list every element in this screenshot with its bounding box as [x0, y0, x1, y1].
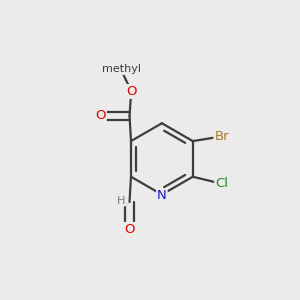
Text: O: O [124, 223, 135, 236]
Text: Br: Br [214, 130, 229, 143]
Text: methyl: methyl [102, 64, 141, 74]
Text: H: H [117, 196, 125, 206]
Text: O: O [95, 109, 106, 122]
Text: O: O [127, 85, 137, 98]
Text: Cl: Cl [215, 177, 228, 190]
Text: N: N [157, 189, 167, 202]
